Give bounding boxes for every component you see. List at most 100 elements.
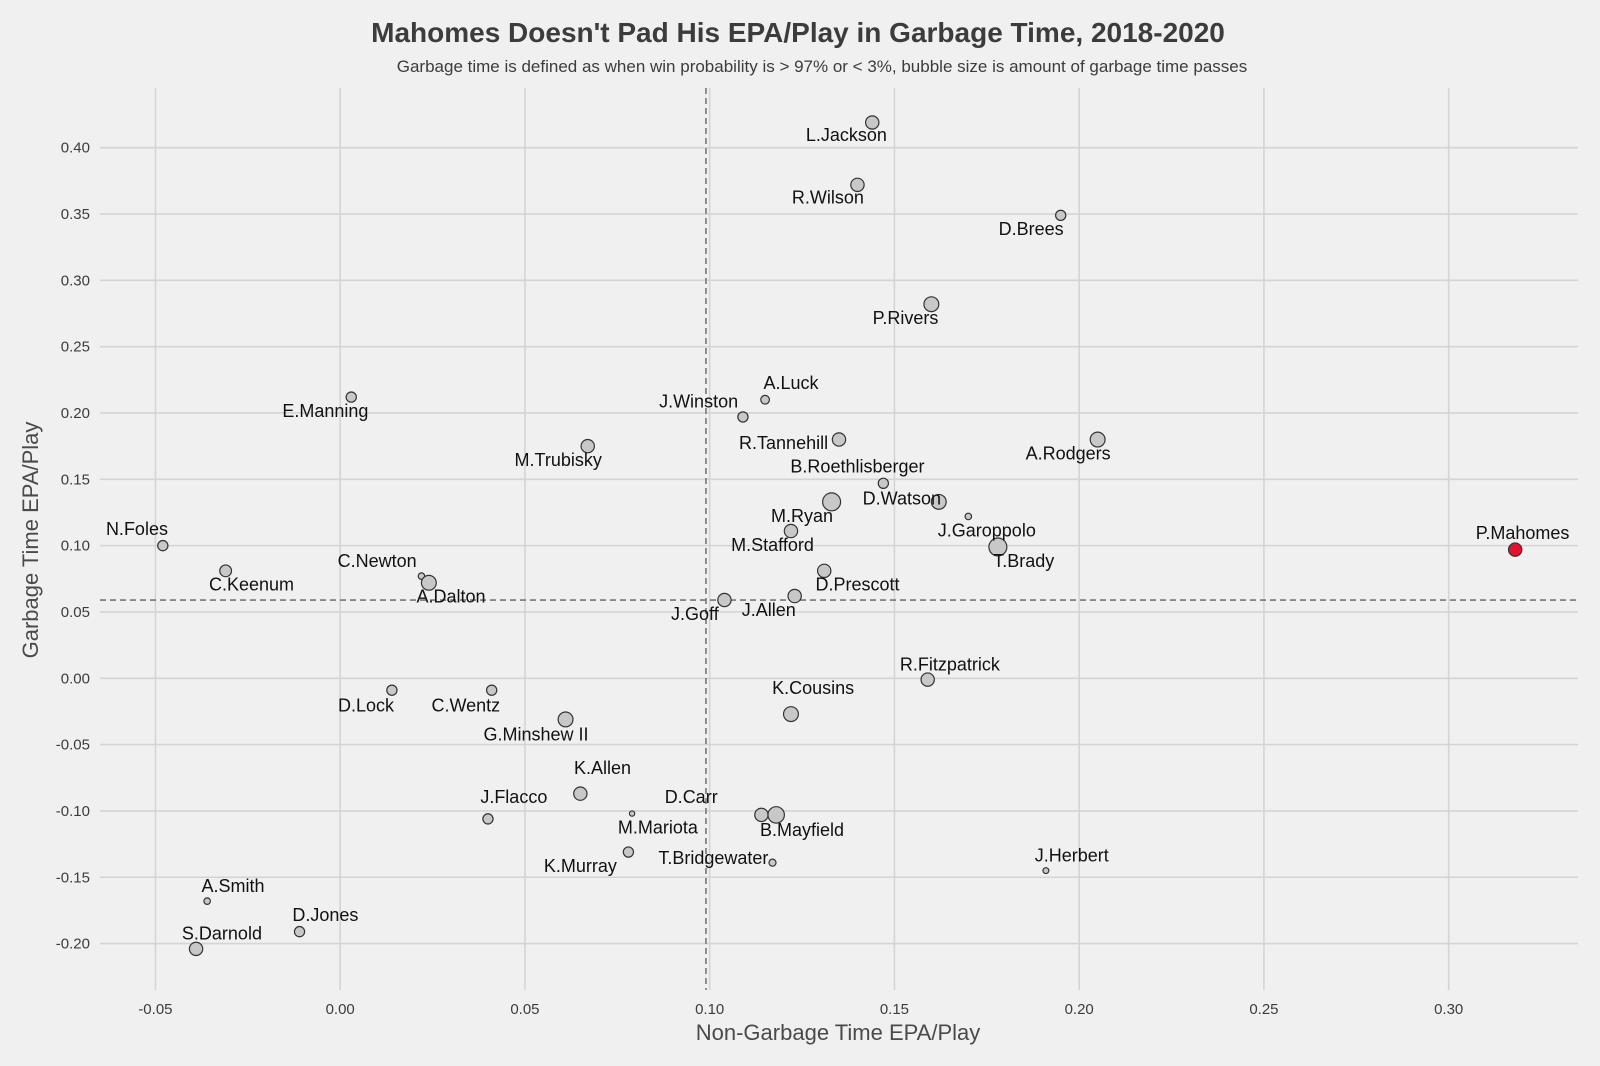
data-point [628, 810, 636, 817]
point-label: C.Newton [338, 551, 417, 571]
point-labels: L.Jackson R.Wilson D.Brees P.Rivers E.Mannin… [106, 125, 1569, 944]
data-point [816, 563, 832, 579]
point-label: R.Tannehill [739, 433, 828, 453]
y-tick-label: -0.15 [56, 869, 90, 886]
data-point [420, 574, 437, 591]
grid [100, 88, 1578, 990]
x-tick-label: 0.05 [510, 1001, 539, 1018]
y-tick-label: 0.15 [61, 471, 90, 488]
point-label: C.Wentz [431, 695, 500, 715]
point-label: D.Brees [999, 219, 1064, 239]
point-label: A.Rodgers [1026, 443, 1111, 463]
y-tick-label: 0.40 [61, 140, 90, 157]
x-tick-label: 0.20 [1065, 1001, 1094, 1018]
data-point [219, 564, 233, 578]
point-label: J.Flacco [480, 787, 547, 807]
y-tick-label: -0.20 [56, 936, 90, 953]
chart-subtitle: Garbage time is defined as when win prob… [397, 57, 1247, 76]
data-point [386, 684, 398, 696]
point-label: D.Jones [292, 905, 358, 925]
point-label: B.Roethlisberger [790, 457, 924, 477]
data-point [1054, 209, 1067, 222]
data-point [920, 672, 935, 687]
data-point [1507, 542, 1523, 557]
point-label: A.Smith [202, 876, 265, 896]
data-point [737, 411, 749, 423]
data-point [964, 512, 973, 521]
x-tick-label: 0.00 [326, 1001, 355, 1018]
point-label: D.Carr [665, 787, 718, 807]
data-point [787, 588, 802, 604]
point-label: K.Cousins [772, 678, 854, 698]
point-label: K.Murray [544, 856, 617, 876]
point-label: M.Mariota [618, 817, 699, 837]
y-tick-label: 0.20 [61, 405, 90, 422]
y-tick-label: -0.05 [56, 737, 90, 754]
x-tick-label: 0.30 [1434, 1001, 1463, 1018]
data-point [1042, 867, 1050, 875]
x-tick-label: -0.05 [138, 1001, 172, 1018]
y-axis-label: Garbage Time EPA/Play [18, 422, 43, 659]
point-label: J.Goff [671, 604, 720, 624]
data-point [580, 438, 595, 454]
point-label: P.Rivers [873, 308, 939, 328]
point-label: A.Luck [763, 373, 819, 393]
point-label: C.Keenum [209, 575, 294, 595]
point-label: G.Minshew II [483, 725, 588, 745]
point-label: R.Fitzpatrick [900, 654, 1001, 674]
point-label: M.Trubisky [515, 450, 602, 470]
axis-ticks: -0.05 0.00 0.05 0.10 0.15 0.20 0.25 0.30 0.40 0.3… [56, 140, 1463, 1018]
point-label: J.Garoppolo [938, 520, 1036, 540]
data-point [822, 492, 842, 512]
point-label: K.Allen [574, 758, 631, 778]
y-tick-label: 0.35 [61, 206, 90, 223]
y-tick-label: 0.25 [61, 339, 90, 356]
x-tick-label: 0.15 [880, 1001, 909, 1018]
point-label: D.Watson [863, 489, 941, 509]
data-point [717, 592, 732, 608]
point-label: J.Winston [659, 392, 738, 412]
point-label: M.Ryan [771, 506, 833, 526]
point-label: D.Prescott [815, 575, 899, 595]
point-label: N.Foles [106, 519, 168, 539]
data-point [877, 477, 890, 489]
data-point [923, 296, 940, 313]
point-label: L.Jackson [806, 125, 887, 145]
point-label: R.Wilson [792, 187, 864, 207]
data-point [782, 706, 799, 723]
y-tick-label: 0.10 [61, 538, 90, 555]
data-point [783, 523, 799, 539]
point-label: P.Mahomes [1476, 523, 1570, 543]
x-tick-label: 0.10 [695, 1001, 724, 1018]
data-point [157, 539, 169, 552]
data-point [293, 925, 306, 938]
data-point [760, 394, 771, 405]
point-label: T.Brady [993, 551, 1054, 571]
x-tick-label: 0.25 [1249, 1001, 1278, 1018]
data-point [573, 786, 588, 801]
x-axis-label: Non-Garbage Time EPA/Play [696, 1020, 981, 1045]
y-tick-label: 0.05 [61, 604, 90, 621]
point-label: B.Mayfield [760, 820, 844, 840]
data-point [203, 897, 211, 905]
y-tick-label: 0.00 [61, 670, 90, 687]
point-label: D.Lock [338, 695, 395, 715]
point-label: J.Allen [742, 600, 796, 620]
data-point [482, 813, 494, 825]
data-point [865, 115, 880, 130]
data-point [345, 391, 357, 403]
data-points [157, 115, 1523, 957]
point-label: J.Herbert [1035, 845, 1109, 865]
data-point [768, 858, 777, 867]
point-label: S.Darnold [182, 924, 262, 944]
point-label: E.Manning [282, 401, 368, 421]
data-point [485, 684, 498, 696]
data-point [188, 941, 204, 957]
point-label: A.Dalton [417, 587, 486, 607]
point-label: T.Bridgewater [658, 848, 768, 868]
data-point [622, 846, 635, 858]
data-point [930, 493, 947, 510]
data-point [988, 537, 1008, 557]
reference-lines [100, 88, 1578, 990]
